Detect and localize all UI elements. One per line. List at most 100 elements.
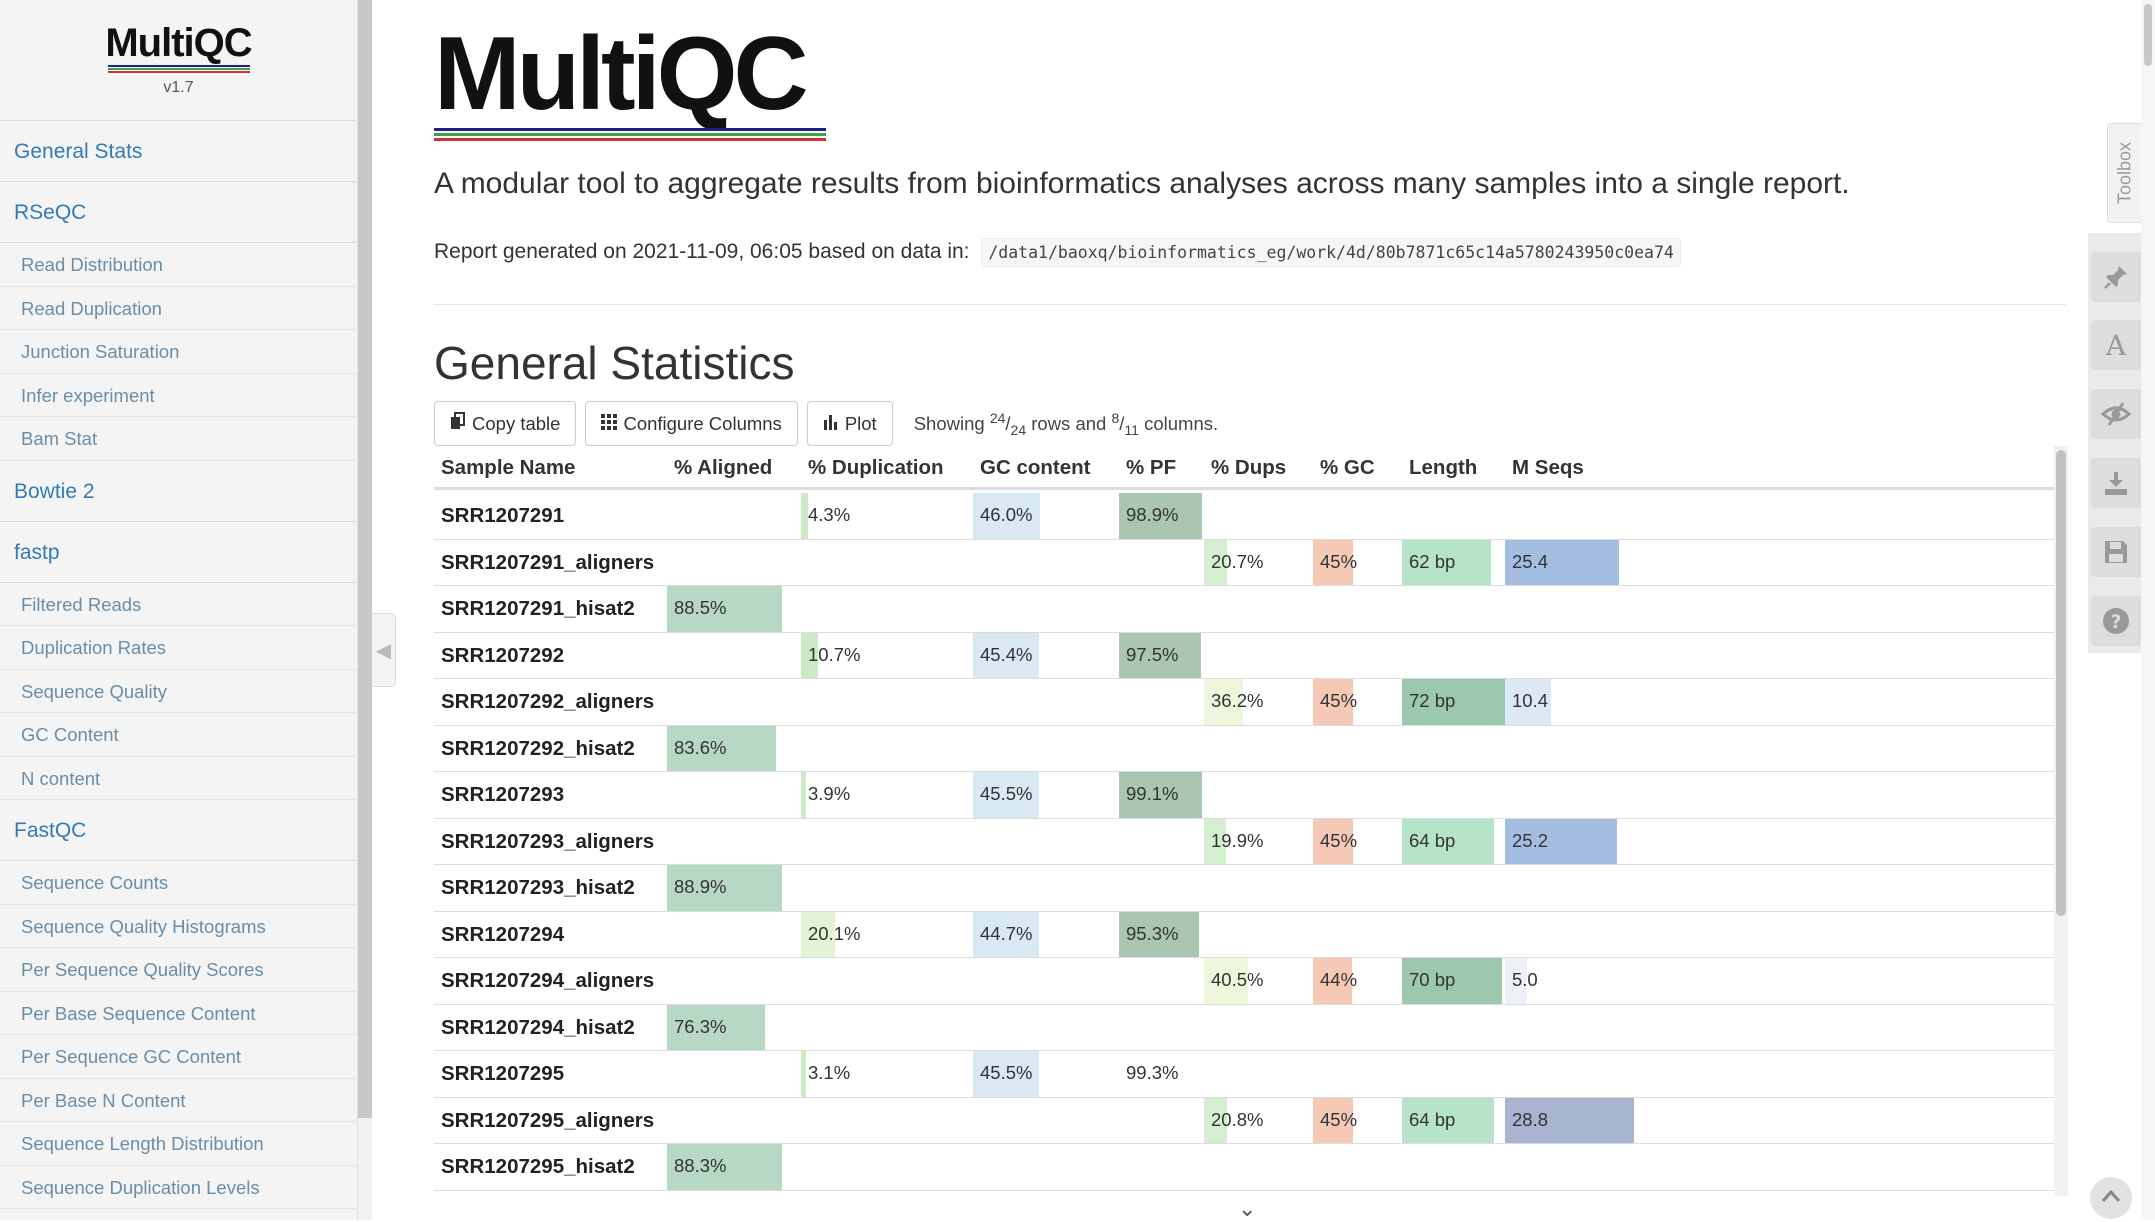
sidebar-item-sequence-counts[interactable]: Sequence Counts bbox=[0, 861, 357, 905]
table-scrollbar[interactable] bbox=[2054, 446, 2068, 1196]
chevron-down-icon[interactable]: ⌄ bbox=[1238, 1196, 1257, 1221]
sidebar-item-fastqc[interactable]: FastQC bbox=[0, 800, 357, 861]
col-header-pct-aligned[interactable]: % Aligned bbox=[674, 456, 773, 479]
sample-name[interactable]: SRR1207293_aligners bbox=[441, 829, 655, 853]
sidebar-item-rseqc[interactable]: RSeQC bbox=[0, 182, 357, 243]
col-header-sample-name[interactable]: Sample Name bbox=[441, 456, 576, 479]
scroll-to-top-button[interactable] bbox=[2090, 1177, 2132, 1219]
sidebar-item-bam-stat[interactable]: Bam Stat bbox=[0, 417, 357, 461]
sidebar-item-infer-experiment[interactable]: Infer experiment bbox=[0, 374, 357, 417]
col-header-pct-duplication[interactable]: % Duplication bbox=[808, 456, 944, 479]
cell-pct-dups: 40.5% bbox=[1204, 958, 1313, 1004]
table-row: SRR1207295 3.1% 45.5% 99.3% bbox=[434, 1051, 2054, 1098]
sample-name[interactable]: SRR1207292_aligners bbox=[441, 690, 655, 713]
sidebar-collapse-toggle[interactable]: ◀ bbox=[372, 613, 396, 687]
cell-pct-duplication: 4.3% bbox=[801, 493, 973, 539]
rename-samples-button[interactable]: A bbox=[2091, 320, 2141, 370]
sample-name[interactable]: SRR1207295_aligners bbox=[441, 1108, 655, 1132]
sidebar-item-sequence-duplication-levels[interactable]: Sequence Duplication Levels bbox=[0, 1166, 357, 1209]
page-scrollbar[interactable] bbox=[2141, 0, 2155, 1220]
cell-sample-name: SRR1207295_hisat2 bbox=[434, 1144, 667, 1190]
save-settings-button[interactable] bbox=[2091, 527, 2141, 577]
cell-pct-gc: 45% bbox=[1313, 1097, 1402, 1143]
col-header-gc-content[interactable]: GC content bbox=[980, 456, 1091, 479]
sidebar-item-bowtie-2[interactable]: Bowtie 2 bbox=[0, 461, 357, 522]
main-content: MultiQC A modular tool to aggregate resu… bbox=[372, 0, 2072, 1220]
configure-columns-button[interactable]: Configure Columns bbox=[585, 401, 798, 446]
cell-pct-aligned: 88.9% bbox=[667, 865, 801, 911]
value-bar bbox=[1505, 1097, 1634, 1143]
sample-name[interactable]: SRR1207293 bbox=[441, 783, 565, 806]
col-header-pct-pf[interactable]: % PF bbox=[1126, 456, 1177, 479]
export-plots-button[interactable] bbox=[2091, 458, 2141, 508]
sample-name[interactable]: SRR1207294_hisat2 bbox=[441, 1015, 635, 1039]
report-generated-line: Report generated on 2021-11-09, 06:05 ba… bbox=[434, 238, 1681, 267]
sidebar-item-per-sequence-gc-content[interactable]: Per Sequence GC Content bbox=[0, 1035, 357, 1079]
sidebar-item-read-duplication[interactable]: Read Duplication bbox=[0, 287, 357, 330]
sidebar-item-general-stats[interactable]: General Stats bbox=[0, 121, 357, 182]
sample-name[interactable]: SRR1207294_aligners bbox=[441, 969, 655, 992]
sidebar-item-gc-content[interactable]: GC Content bbox=[0, 713, 357, 757]
cell-m-seqs bbox=[1505, 1005, 1634, 1051]
sample-name[interactable]: SRR1207294 bbox=[441, 922, 565, 946]
cell-value: 45.4% bbox=[980, 643, 1033, 665]
cell-value: 62 bp bbox=[1409, 550, 1456, 572]
value-bar bbox=[667, 586, 783, 632]
sidebar-item-per-base-sequence-content[interactable]: Per Base Sequence Content bbox=[0, 992, 357, 1035]
sidebar-item-filtered-reads[interactable]: Filtered Reads bbox=[0, 583, 357, 626]
cell-m-seqs: 25.4 bbox=[1505, 539, 1634, 585]
sidebar-item-per-sequence-quality-scores[interactable]: Per Sequence Quality Scores bbox=[0, 948, 357, 992]
table-row: SRR1207294 20.1% 44.7% 95.3% bbox=[434, 911, 2054, 958]
sample-name[interactable]: SRR1207291_hisat2 bbox=[441, 597, 635, 620]
plot-button[interactable]: Plot bbox=[806, 401, 893, 446]
show-hide-samples-button[interactable] bbox=[2091, 389, 2141, 439]
sample-name[interactable]: SRR1207291 bbox=[441, 504, 565, 527]
page-scrollbar-thumb[interactable] bbox=[2144, 4, 2152, 66]
cell-value: 20.8% bbox=[1211, 1108, 1264, 1130]
sample-name[interactable]: SRR1207291_aligners bbox=[441, 550, 655, 574]
copy-table-button[interactable]: Copy table bbox=[434, 401, 577, 446]
sidebar-logo[interactable]: MultiQC v1.7 bbox=[0, 0, 357, 121]
cell-value: 36.2% bbox=[1211, 690, 1264, 711]
toolbox-tab[interactable]: Toolbox bbox=[2107, 123, 2141, 223]
col-header-pct-dups[interactable]: % Dups bbox=[1211, 456, 1287, 479]
highlight-button[interactable] bbox=[2091, 252, 2141, 302]
sidebar-item-sequence-quality[interactable]: Sequence Quality bbox=[0, 670, 357, 713]
cell-pct-dups bbox=[1204, 726, 1313, 772]
cell-value: 19.9% bbox=[1211, 829, 1264, 851]
col-header-length[interactable]: Length bbox=[1409, 456, 1478, 479]
col-header-pct-gc[interactable]: % GC bbox=[1320, 456, 1375, 479]
sidebar-item-sequence-quality-histograms[interactable]: Sequence Quality Histograms bbox=[0, 905, 357, 948]
sample-name[interactable]: SRR1207295 bbox=[441, 1062, 565, 1085]
cell-m-seqs bbox=[1505, 633, 1634, 679]
sample-name[interactable]: SRR1207292 bbox=[441, 643, 565, 667]
sidebar-item-fastp[interactable]: fastp bbox=[0, 522, 357, 583]
sidebar-item-junction-saturation[interactable]: Junction Saturation bbox=[0, 330, 357, 374]
cell-pct-aligned bbox=[667, 772, 801, 818]
table-row: SRR1207292_aligners 36.2% 45% 72 bp 10.4 bbox=[434, 679, 2054, 726]
cell-length bbox=[1402, 1051, 1505, 1097]
table-row: SRR1207292 10.7% 45.4% 97.5% bbox=[434, 632, 2054, 679]
table-toolbar: Copy table Configure Columns Plot Showin… bbox=[434, 401, 1218, 446]
cell-pct-duplication bbox=[801, 865, 973, 911]
sidebar-item-n-content[interactable]: N content bbox=[0, 757, 357, 800]
sample-name[interactable]: SRR1207293_hisat2 bbox=[441, 876, 635, 899]
cell-pct-dups bbox=[1204, 493, 1313, 539]
cell-gc-content bbox=[973, 819, 1119, 865]
cell-pct-duplication bbox=[801, 1144, 973, 1190]
sidebar-item-duplication-rates[interactable]: Duplication Rates bbox=[0, 626, 357, 670]
sample-name[interactable]: SRR1207292_hisat2 bbox=[441, 736, 635, 760]
sidebar-item-per-base-n-content[interactable]: Per Base N Content bbox=[0, 1079, 357, 1122]
sample-name[interactable]: SRR1207295_hisat2 bbox=[441, 1155, 635, 1178]
cell-value: 83.6% bbox=[674, 736, 727, 758]
value-bar bbox=[1204, 818, 1226, 864]
col-header-m-seqs[interactable]: M Seqs bbox=[1512, 456, 1584, 479]
cell-pct-duplication bbox=[801, 1098, 973, 1144]
sidebar-scrollbar-track[interactable] bbox=[358, 1118, 372, 1220]
sidebar-item-read-distribution[interactable]: Read Distribution bbox=[0, 243, 357, 287]
sidebar-item-sequence-length-distribution[interactable]: Sequence Length Distribution bbox=[0, 1122, 357, 1166]
sidebar-scrollbar-thumb[interactable] bbox=[358, 0, 372, 1118]
help-button[interactable]: ? bbox=[2091, 596, 2141, 646]
table-scrollbar-thumb[interactable] bbox=[2056, 450, 2066, 916]
cell-value: 4.3% bbox=[808, 504, 851, 525]
